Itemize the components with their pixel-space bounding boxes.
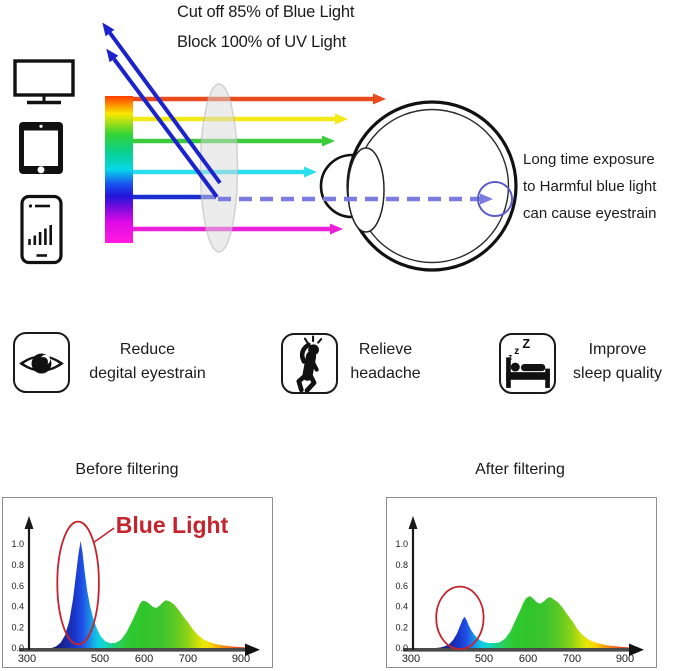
eye-diagram	[319, 100, 518, 272]
y-axis-arrowhead	[408, 516, 418, 529]
x-tick-label: 500	[475, 653, 493, 665]
y-tick-label: 0.6	[395, 581, 408, 591]
after-chart-title: After filtering	[475, 461, 565, 478]
benefit-label-eyestrain: Reduce degital eyestrain	[70, 338, 225, 386]
x-tick-label: 900	[616, 653, 634, 665]
before-chart-panel: 0.0 0.2 0.4 0.6 0.8 1.0 300 500 600 700 900 Blue Li…	[2, 497, 273, 668]
after-chart-panel: 0.0 0.2 0.4 0.6 0.8 1.0 300 500 600 700 900	[386, 497, 657, 668]
x-axis-arrowhead	[245, 643, 260, 656]
eye-note-line-3: can cause eyestrain	[523, 205, 657, 222]
retina-highlight-circle	[477, 181, 513, 217]
header-line-1: Cut off 85% of Blue Light	[177, 3, 355, 21]
x-tick-label: 500	[91, 653, 109, 665]
reflected-arrowhead	[106, 48, 119, 63]
benefit-line: Relieve	[358, 341, 413, 358]
ray-yellow	[133, 113, 348, 125]
y-tick-label: 0.8	[395, 560, 408, 570]
ray-magenta	[133, 223, 343, 235]
y-tick-label: 0.0	[11, 643, 24, 653]
ray-red	[133, 93, 386, 105]
spectrum-curve	[51, 540, 255, 648]
zzz-large: Z	[522, 336, 530, 351]
eye-lens	[347, 147, 385, 233]
ray-arrowhead-magenta	[330, 223, 343, 235]
header-line-2: Block 100% of UV Light	[177, 33, 346, 51]
transmitted-blue-ray	[218, 193, 493, 205]
spectrum-curve	[435, 596, 639, 648]
ray-arrowhead-blue-dashed	[480, 193, 493, 205]
eye-note-line-1: Long time exposure	[523, 151, 655, 168]
y-tick-label: 0.4	[11, 602, 24, 612]
headache-icon	[296, 335, 323, 392]
y-tick-label: 0.8	[11, 560, 24, 570]
ray-arrowhead-green	[322, 135, 335, 147]
annotation-leader-line	[92, 527, 115, 544]
reduce-eyestrain-card	[13, 332, 70, 393]
y-tick-label: 0.0	[395, 643, 408, 653]
smartphone-icon	[20, 194, 63, 265]
sleep-icon: z z Z	[506, 336, 550, 388]
reflected-ray-1	[106, 48, 219, 199]
y-tick-label: 1.0	[395, 539, 408, 549]
eye-icon	[19, 353, 64, 374]
reflected-ray-0	[102, 22, 222, 185]
zzz-medium: z	[514, 346, 519, 357]
x-tick-label: 600	[135, 653, 153, 665]
before-chart-title: Before filtering	[75, 461, 179, 478]
eye-warning-note: Long time exposure to Harmful blue light…	[523, 146, 656, 227]
before-chart: 0.0 0.2 0.4 0.6 0.8 1.0 300 500 600 700 900 Blue Li…	[11, 512, 260, 665]
ray-arrowhead-red	[373, 93, 386, 105]
benefit-label-sleep: Improve sleep quality	[545, 338, 679, 386]
after-chart: 0.0 0.2 0.4 0.6 0.8 1.0 300 500 600 700 900	[395, 516, 644, 665]
benefit-line: degital eyestrain	[89, 365, 206, 382]
x-tick-label: 300	[402, 653, 420, 665]
reflected-line	[108, 31, 222, 185]
ray-arrowhead-cyan	[304, 166, 317, 178]
spectrum-bar	[105, 96, 133, 243]
y-axis-arrowhead	[24, 516, 34, 529]
blue-light-marker	[435, 585, 485, 650]
x-tick-label: 900	[232, 653, 250, 665]
reflected-blue-rays	[102, 22, 222, 199]
relieve-headache-card	[281, 333, 338, 394]
lens-filter	[199, 83, 239, 253]
y-tick-label: 1.0	[11, 539, 24, 549]
sleep-quality-card: z z Z	[499, 333, 556, 394]
eye-note-line-2: to Harmful blue light	[523, 178, 657, 195]
x-tick-label: 700	[179, 653, 197, 665]
tablet-icon	[19, 122, 63, 174]
benefit-line: sleep quality	[573, 365, 662, 382]
reflected-arrowhead	[102, 22, 115, 37]
x-tick-label: 700	[563, 653, 581, 665]
benefit-line: Improve	[588, 341, 647, 358]
ray-blue-dashed	[218, 193, 493, 205]
reflected-line	[112, 57, 219, 199]
x-tick-label: 600	[519, 653, 537, 665]
benefit-line: headache	[350, 365, 421, 382]
y-tick-label: 0.4	[395, 602, 408, 612]
benefit-line: Reduce	[119, 341, 176, 358]
y-tick-label: 0.6	[11, 581, 24, 591]
x-tick-label: 300	[18, 653, 36, 665]
x-axis-arrowhead	[629, 643, 644, 656]
y-tick-label: 0.2	[11, 622, 24, 632]
blue-light-marker	[56, 520, 100, 646]
monitor-icon	[13, 59, 75, 105]
benefit-label-headache: Relieve headache	[318, 338, 453, 386]
zzz-small: z	[508, 352, 512, 361]
ray-arrowhead-yellow	[335, 113, 348, 125]
y-tick-label: 0.2	[395, 622, 408, 632]
spectrum-eye-diagram	[13, 22, 518, 272]
blue-light-label: Blue Light	[116, 512, 229, 538]
